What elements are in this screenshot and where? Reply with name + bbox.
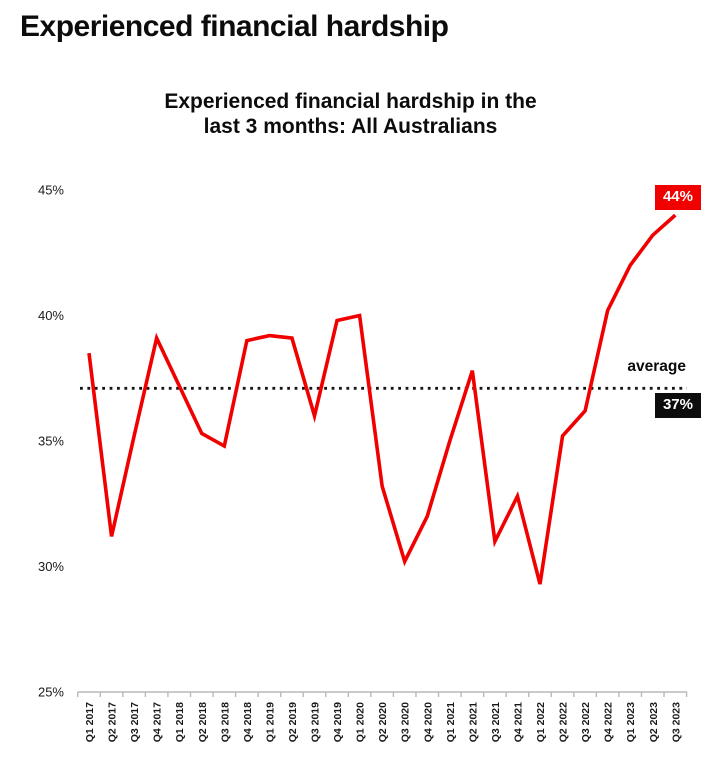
x-axis-label: Q3 2021	[490, 702, 502, 742]
y-axis-label: 40%	[38, 308, 64, 323]
x-axis-label: Q2 2017	[107, 702, 119, 742]
x-axis-label: Q4 2018	[242, 702, 254, 742]
average-line-label: average	[627, 358, 686, 375]
x-axis-label: Q3 2020	[400, 702, 412, 742]
x-axis-label: Q2 2023	[648, 702, 660, 742]
x-axis-label: Q2 2020	[377, 702, 389, 742]
x-axis-label: Q1 2023	[625, 702, 637, 742]
chart-title-line1: Experienced financial hardship in the	[164, 90, 537, 113]
x-axis-label: Q1 2020	[355, 702, 367, 742]
x-axis-label: Q2 2021	[467, 702, 479, 742]
x-axis-label: Q2 2018	[197, 702, 209, 742]
x-axis-label: Q2 2019	[287, 702, 299, 742]
y-axis-label: 30%	[38, 559, 64, 574]
x-axis-label: Q3 2019	[310, 702, 322, 742]
x-axis-label: Q1 2019	[264, 702, 276, 742]
x-axis-label: Q3 2018	[219, 702, 231, 742]
x-axis-label: Q3 2022	[580, 702, 592, 742]
hardship-line-series	[87, 213, 677, 585]
y-axis-label: 25%	[38, 685, 64, 700]
x-axis-label: Q3 2023	[670, 702, 682, 742]
x-axis-label: Q1 2017	[84, 702, 96, 742]
average-value-badge: 37%	[654, 393, 701, 418]
x-axis-label: Q4 2019	[332, 702, 344, 742]
x-axis-label: Q1 2022	[535, 702, 547, 742]
x-axis-label: Q4 2017	[152, 702, 164, 742]
x-axis-label: Q4 2020	[422, 702, 434, 742]
chart-title: Experienced financial hardship in the la…	[60, 90, 641, 140]
x-axis-label: Q4 2021	[512, 702, 524, 742]
x-axis-label: Q1 2018	[174, 702, 186, 742]
last-point-value-badge: 44%	[654, 185, 701, 210]
page-title: Experienced financial hardship	[20, 10, 449, 43]
x-axis-label: Q3 2017	[129, 702, 141, 742]
x-axis-label: Q1 2021	[445, 702, 457, 742]
y-axis-label: 35%	[38, 434, 64, 449]
x-axis-label: Q2 2022	[558, 702, 570, 742]
y-axis-label: 45%	[38, 183, 64, 198]
chart-title-line2: last 3 months: All Australians	[203, 114, 498, 138]
x-axis-label: Q4 2022	[603, 702, 615, 742]
